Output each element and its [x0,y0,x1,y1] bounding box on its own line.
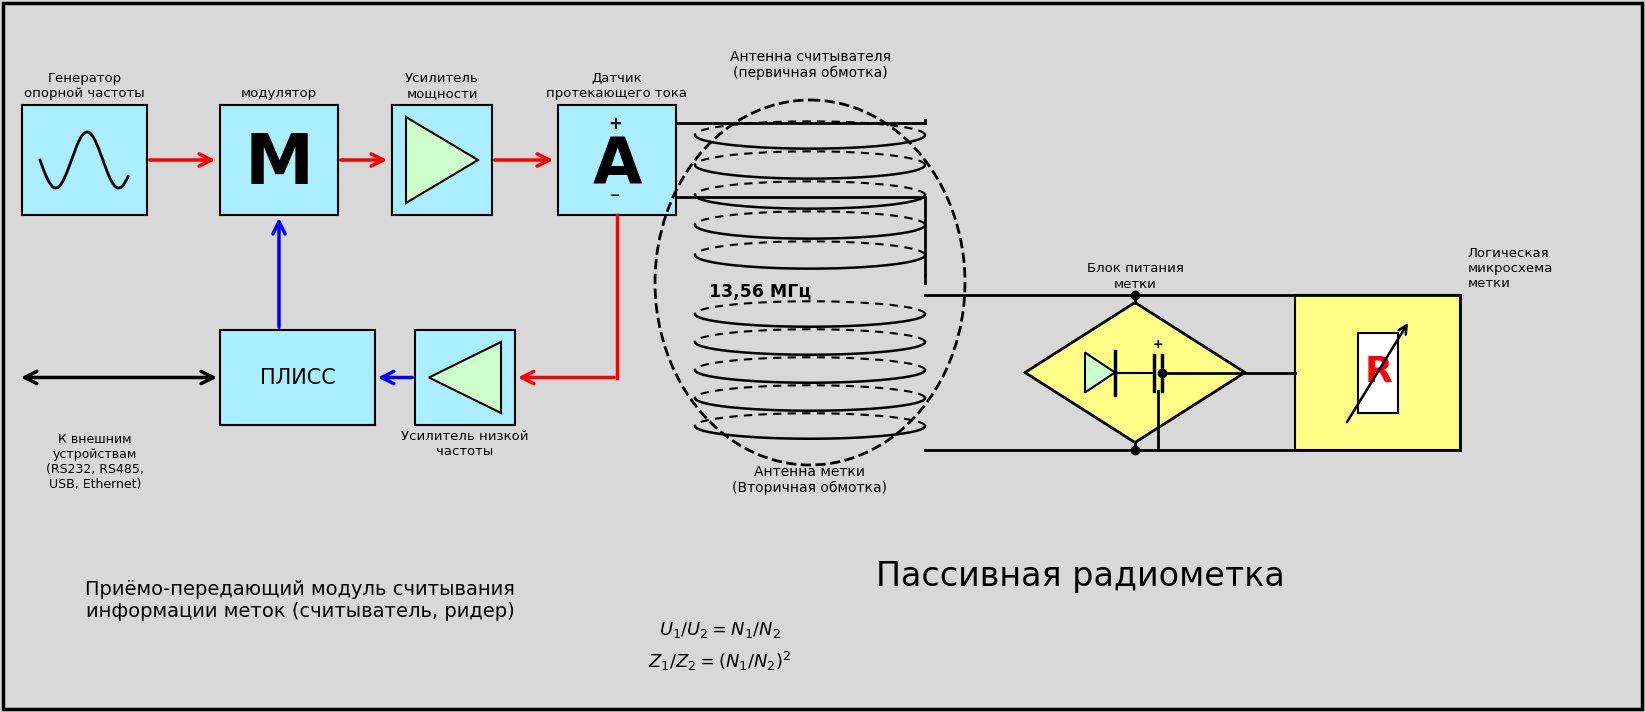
Text: Усилитель низкой
частоты: Усилитель низкой частоты [401,430,528,458]
Text: Логическая
микросхема
метки: Логическая микросхема метки [1467,247,1553,290]
Text: +: + [609,115,622,133]
Text: 13,56 МГц: 13,56 МГц [709,283,811,301]
Bar [415,330,515,425]
Text: Усилитель
мощности: Усилитель мощности [405,72,479,100]
Text: Приёмо-передающий модуль считывания
информации меток (считыватель, ридер): Приёмо-передающий модуль считывания инфо… [86,580,515,621]
Text: Пассивная радиометка: Пассивная радиометка [875,560,1285,593]
Bar [1357,333,1398,412]
Polygon shape [1086,352,1115,392]
Text: –: – [610,186,620,205]
Text: Генератор
опорной частоты: Генератор опорной частоты [25,72,145,100]
Text: +: + [1153,337,1163,350]
Bar [220,105,337,215]
Bar [1295,295,1461,450]
Bar [392,105,492,215]
Polygon shape [429,342,502,413]
Bar [558,105,676,215]
Text: Блок питания
метки: Блок питания метки [1087,263,1183,290]
Text: модулятор: модулятор [240,87,317,100]
Text: $U_1/U_2=N_1/N_2$: $U_1/U_2=N_1/N_2$ [660,620,781,640]
Polygon shape [1025,303,1245,442]
Text: M: M [245,132,314,199]
Text: К внешним
устройствам
(RS232, RS485,
USB, Ethernet): К внешним устройствам (RS232, RS485, USB… [46,433,145,491]
Text: A: A [592,135,642,197]
Polygon shape [406,117,479,203]
Bar [220,330,375,425]
Text: Антенна считывателя
(первичная обмотка): Антенна считывателя (первичная обмотка) [729,50,890,80]
Bar [21,105,146,215]
Text: Антенна метки
(Вторичная обмотка): Антенна метки (Вторичная обмотка) [732,465,888,496]
Text: Датчик
протекающего тока: Датчик протекающего тока [546,72,688,100]
Text: $Z_1/Z_2=(N_1/N_2)^2$: $Z_1/Z_2=(N_1/N_2)^2$ [648,650,791,673]
Text: R: R [1365,355,1392,389]
Text: ПЛИСС: ПЛИСС [260,367,336,387]
